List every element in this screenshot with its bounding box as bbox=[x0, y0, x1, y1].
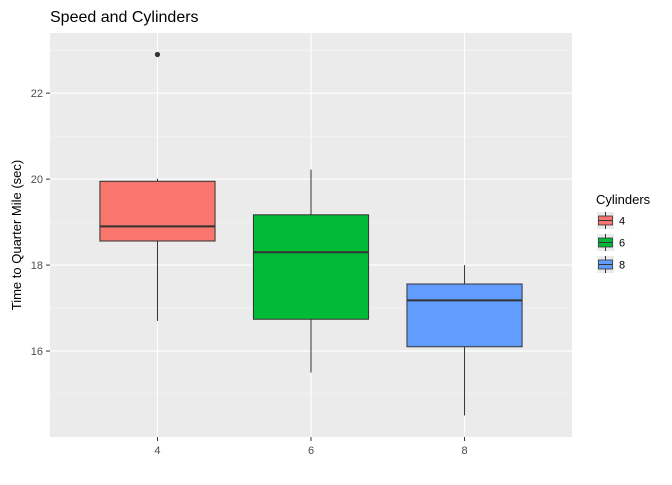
box-group-8 bbox=[406, 265, 523, 416]
legend-entry-4: 4 bbox=[597, 212, 625, 229]
boxes-layer bbox=[99, 51, 523, 416]
x-tick-label: 4 bbox=[154, 445, 160, 457]
y-tick-label: 22 bbox=[31, 88, 43, 100]
legend-entry-8: 8 bbox=[597, 256, 625, 273]
box-8 bbox=[406, 283, 523, 348]
box-group-4 bbox=[99, 51, 216, 321]
y-tick-label: 18 bbox=[31, 260, 43, 272]
legend-label: 6 bbox=[619, 238, 625, 250]
legend: Cylinders 4 6 8 bbox=[596, 192, 651, 273]
y-tick-label: 20 bbox=[31, 174, 43, 186]
outlier-point bbox=[154, 51, 161, 58]
box-6 bbox=[252, 214, 370, 320]
y-axis: 16 18 20 22 bbox=[31, 88, 50, 358]
x-tick-label: 6 bbox=[308, 445, 314, 457]
box-group-6 bbox=[252, 169, 370, 373]
legend-title: Cylinders bbox=[596, 192, 651, 207]
x-axis: 4 6 8 bbox=[154, 437, 468, 457]
box-4 bbox=[99, 180, 216, 242]
legend-label: 4 bbox=[619, 216, 625, 228]
y-axis-title: Time to Quarter Mile (sec) bbox=[9, 160, 24, 311]
x-tick-label: 8 bbox=[461, 445, 467, 457]
legend-label: 8 bbox=[619, 260, 625, 272]
chart-title: Speed and Cylinders bbox=[50, 9, 199, 26]
legend-entries: 4 6 8 bbox=[597, 212, 625, 273]
y-tick-label: 16 bbox=[31, 346, 43, 358]
legend-entry-6: 6 bbox=[597, 234, 625, 251]
